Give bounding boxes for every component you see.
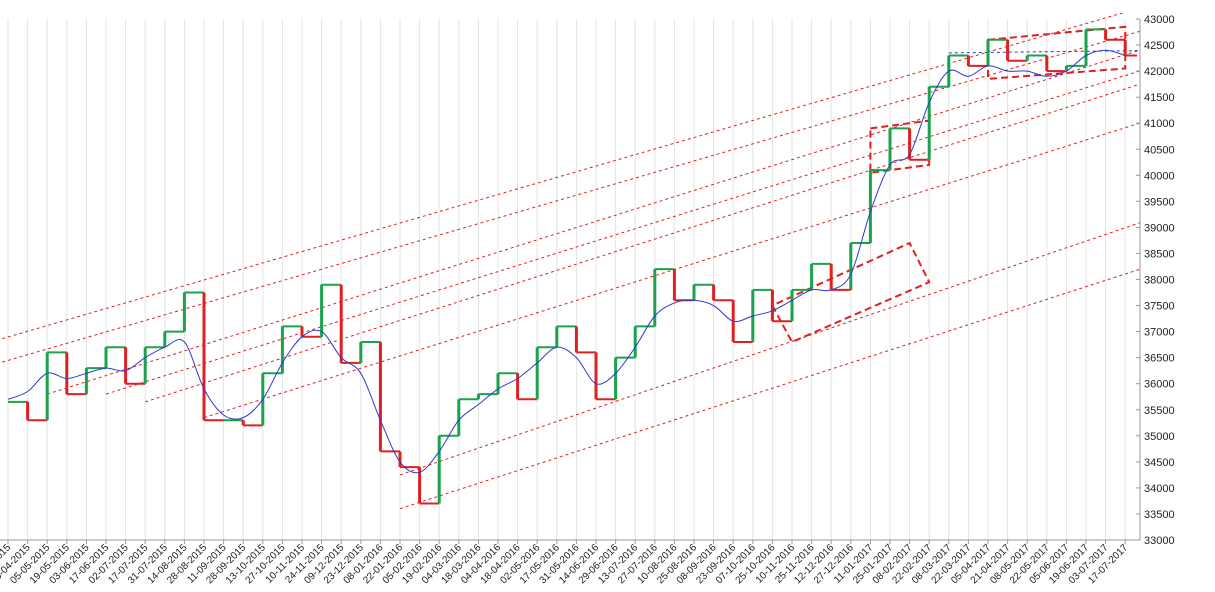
trend-line-1 <box>0 30 1140 364</box>
y-tick-label-14: 40000 <box>1144 170 1175 182</box>
trend-line-8 <box>948 50 1140 54</box>
y-tick-label-2: 34000 <box>1144 483 1175 495</box>
y-tick-label-6: 36000 <box>1144 379 1175 391</box>
channel-box-9 <box>771 241 931 344</box>
y-tick-label-9: 37500 <box>1144 301 1175 313</box>
y-tick-label-8: 37000 <box>1144 327 1175 339</box>
y-tick-label-10: 38000 <box>1144 275 1175 287</box>
y-tick-label-12: 39000 <box>1144 222 1175 234</box>
trend-line-3 <box>105 70 1140 395</box>
vertical-gridlines <box>7 19 1126 540</box>
trend-line-4 <box>145 83 1140 403</box>
y-tick-label-11: 38500 <box>1144 248 1175 260</box>
y-tick-label-7: 36500 <box>1144 353 1175 365</box>
y-tick-label-20: 43000 <box>1144 14 1175 26</box>
y-axis: 33000 33500 34000 34500 35000 35500 36000 36500… <box>1136 14 1175 547</box>
y-tick-label-16: 41000 <box>1144 118 1175 130</box>
channel-box-10 <box>869 119 931 174</box>
y-tick-label-5: 35500 <box>1144 405 1175 417</box>
price-series <box>8 28 1137 505</box>
y-tick-label-4: 35000 <box>1144 431 1175 443</box>
trend-lines <box>0 13 1140 510</box>
trend-line-0 <box>0 13 1125 340</box>
y-tick-label-15: 40500 <box>1144 144 1175 156</box>
y-tick-label-18: 42000 <box>1144 66 1175 78</box>
trend-line-7 <box>399 268 1140 510</box>
trend-line-5 <box>203 122 1140 419</box>
y-tick-label-17: 41500 <box>1144 92 1175 104</box>
trend-line-6 <box>399 222 1140 476</box>
y-tick-label-13: 39500 <box>1144 196 1175 208</box>
moving-average-line <box>7 49 1126 474</box>
x-axis: 06-04-201520-04-201505-05-201519-05-2015… <box>0 539 1140 586</box>
y-tick-label-0: 33000 <box>1144 535 1175 547</box>
y-tick-label-1: 33500 <box>1144 509 1175 521</box>
y-tick-label-3: 34500 <box>1144 457 1175 469</box>
y-tick-label-19: 42500 <box>1144 40 1175 52</box>
trend-line-2 <box>47 49 1140 395</box>
